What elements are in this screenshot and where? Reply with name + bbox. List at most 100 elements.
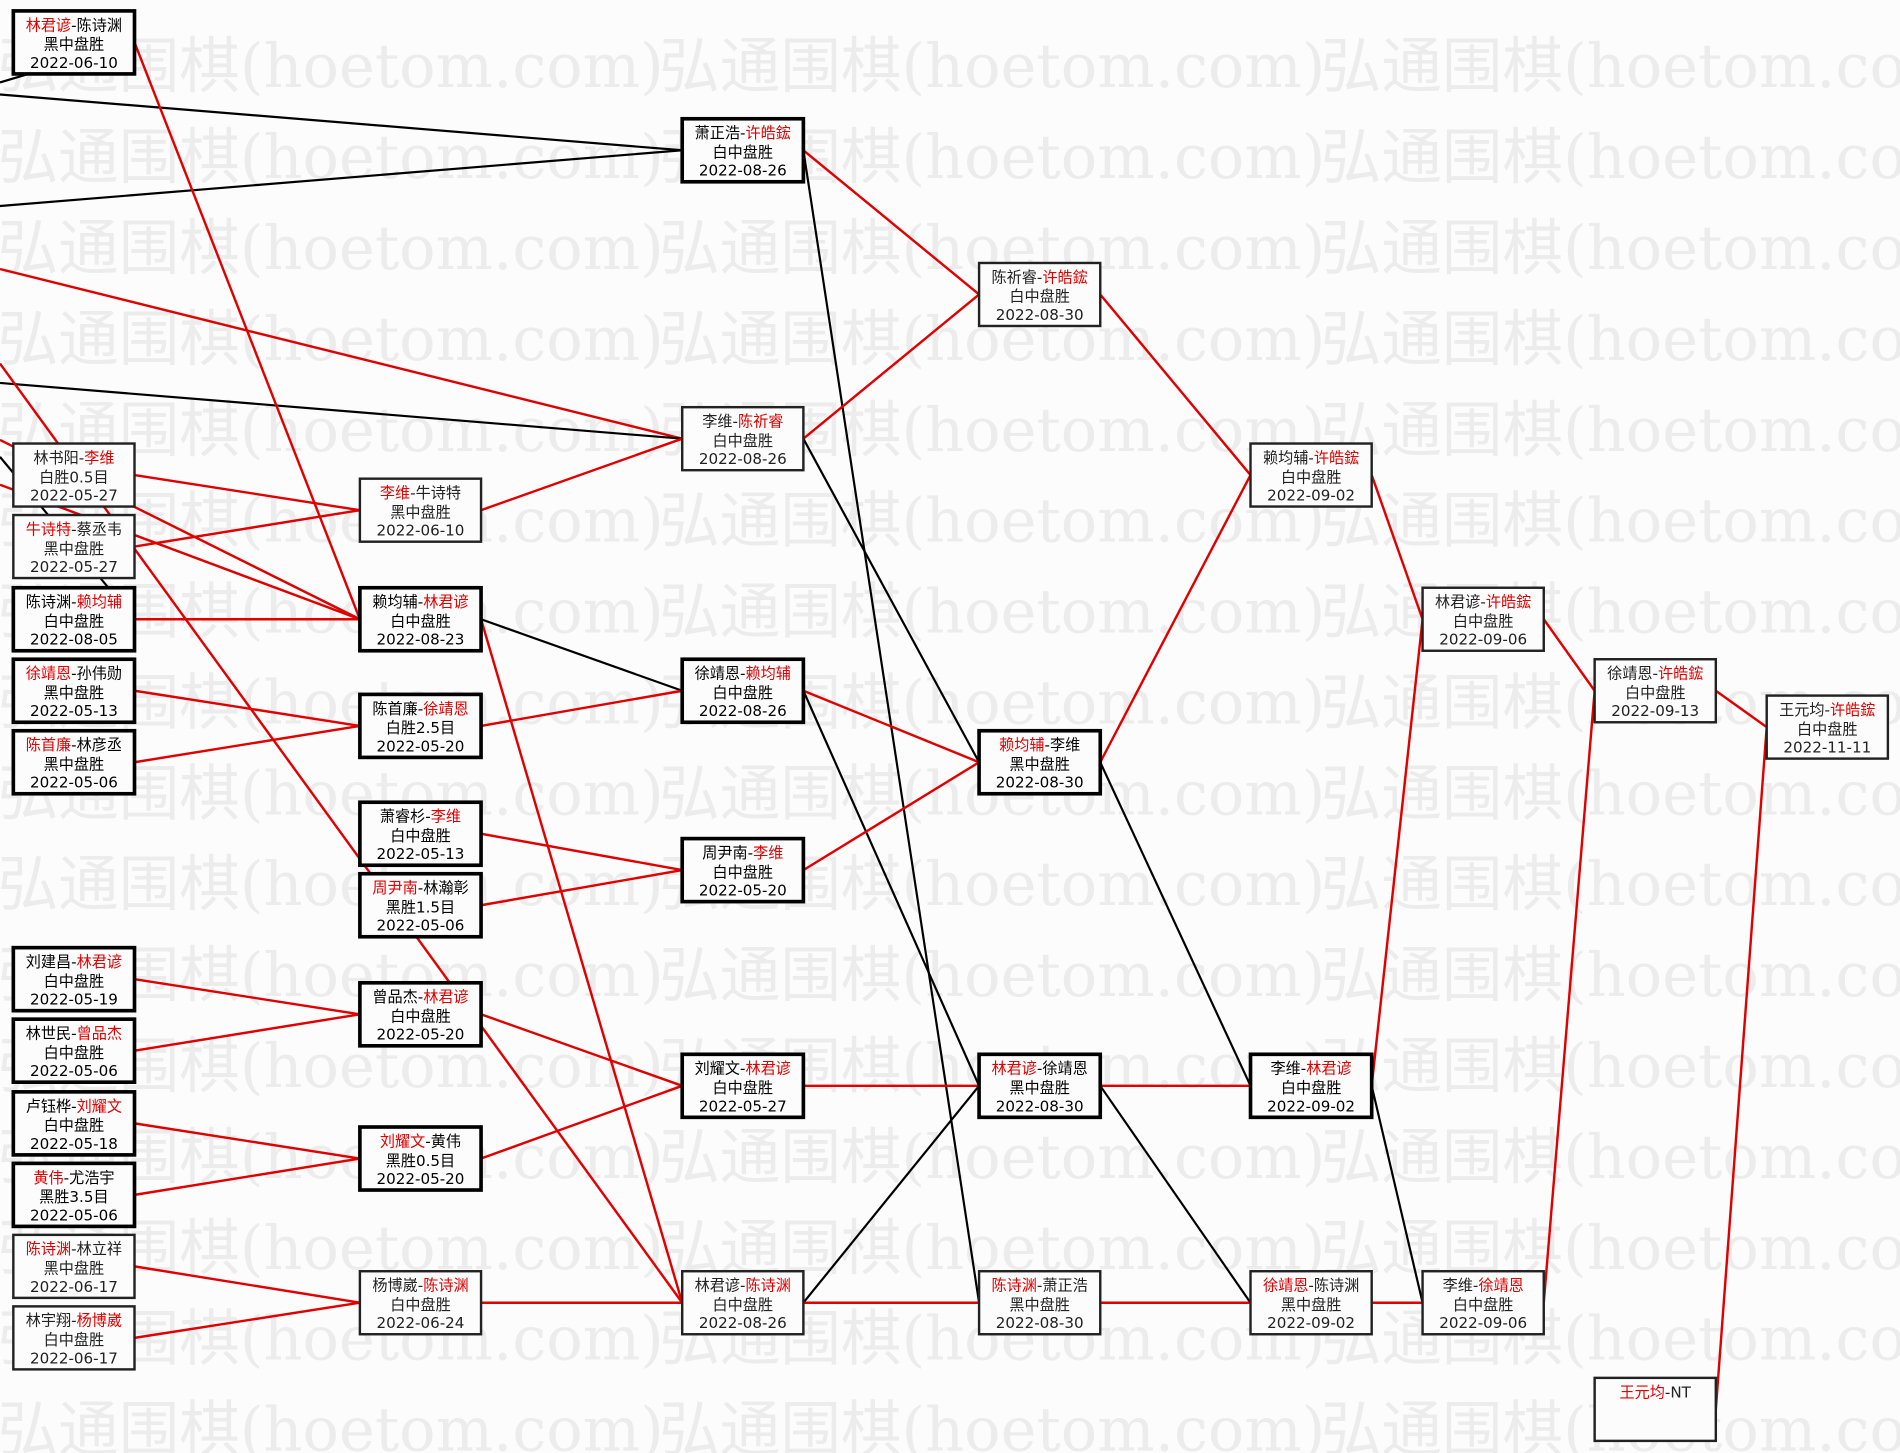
black-player-name: 李维	[1271, 1060, 1301, 1078]
black-player-name: 陈诗渊	[26, 1240, 71, 1258]
players-label: 林宇翔-杨博崴	[26, 1312, 122, 1330]
result-label: 白胜0.5目	[39, 468, 108, 486]
white-player-name: 徐靖恩	[1042, 1060, 1087, 1078]
date-label: 2022-08-05	[30, 631, 118, 649]
players-label: 卢钰桦-刘耀文	[26, 1097, 122, 1115]
watermark-text: 弘通围棋(hoetom.com)	[1321, 123, 1900, 193]
white-player-name: 萧正浩	[1042, 1277, 1087, 1295]
game-box-frame	[12, 513, 136, 580]
separator: -	[71, 520, 76, 538]
white-player-name: 林君谚	[77, 953, 122, 971]
players-label: 陈诗渊-林立祥	[26, 1240, 122, 1258]
result-label: 白中盘胜	[713, 1296, 774, 1314]
black-player-name: 周尹南	[372, 879, 417, 897]
players-label: 陈首廉-徐靖恩	[372, 700, 468, 718]
separator: -	[71, 593, 76, 611]
game-box-frame	[977, 1052, 1103, 1120]
game-box-frame	[1421, 1270, 1545, 1336]
game-box-frame	[680, 116, 806, 184]
date-label: 2022-08-30	[996, 306, 1084, 324]
watermark-text: 弘通围棋(hoetom.com)	[659, 1396, 1325, 1453]
game-box[interactable]: 王元均-NT	[1593, 1376, 1718, 1443]
white-player-name: 李维	[753, 844, 783, 862]
players-label: 牛诗特-蔡丞韦	[26, 520, 122, 538]
separator: -	[418, 988, 423, 1006]
black-player-name: 林书阳	[33, 449, 78, 467]
players-label: 王元均-NT	[1620, 1383, 1692, 1401]
date-label: 2022-06-24	[377, 1314, 465, 1332]
black-player-name: 林世民	[26, 1025, 71, 1043]
date-label: 2022-05-06	[30, 1206, 118, 1224]
white-player-name: 许皓鋐	[1486, 593, 1531, 611]
players-label: 陈祈睿-许皓鋐	[992, 268, 1088, 286]
black-player-name: 杨博崴	[372, 1277, 417, 1295]
separator: -	[1037, 268, 1042, 286]
players-label: 周尹南-李维	[702, 844, 783, 862]
separator: -	[1308, 449, 1313, 467]
white-player-name: 刘耀文	[77, 1097, 122, 1115]
result-label: 白中盘胜	[390, 1296, 451, 1314]
separator: -	[79, 449, 84, 467]
bracket-lines	[0, 41, 1768, 1410]
loser-connector-line	[480, 618, 683, 692]
date-label: 2022-08-30	[996, 1097, 1084, 1115]
black-player-name: 黄伟	[33, 1169, 63, 1187]
result-label: 黑中盘胜	[1009, 1296, 1070, 1314]
watermark-text: 弘通围棋(hoetom.com)	[659, 941, 1325, 1011]
game-box-frame	[358, 1125, 483, 1192]
date-label: 2022-06-17	[30, 1349, 118, 1367]
date-label: 2022-06-17	[30, 1278, 118, 1296]
result-label: 黑中盘胜	[44, 756, 105, 774]
result-label: 白中盘胜	[390, 1008, 451, 1026]
white-player-name: 林瀚彰	[423, 879, 468, 897]
black-player-name: 李维	[702, 413, 732, 431]
watermark-text: 弘通围棋(hoetom.com)	[0, 214, 664, 284]
players-label: 林世民-曾品杰	[26, 1025, 122, 1043]
winner-connector-line	[1542, 618, 1596, 692]
game-box-frame	[1248, 1052, 1374, 1120]
result-label: 白中盘胜	[44, 1331, 105, 1349]
date-label: 2022-05-06	[30, 774, 118, 792]
date-label: 2022-08-26	[699, 450, 787, 468]
game-box-frame	[12, 1305, 136, 1371]
result-label: 黑胜3.5目	[39, 1188, 108, 1206]
game-box-frame	[12, 442, 136, 508]
